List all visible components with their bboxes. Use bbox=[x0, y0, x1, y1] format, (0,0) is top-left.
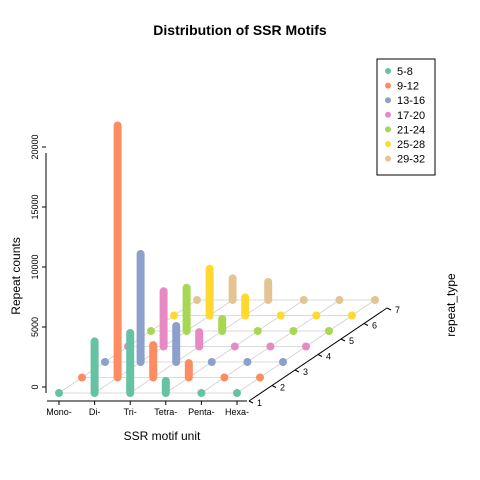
legend-marker bbox=[385, 111, 391, 118]
point-17-20-Hexa- bbox=[302, 342, 310, 351]
point-13-16-Hexa- bbox=[279, 358, 287, 366]
point-9-12-Penta- bbox=[220, 373, 229, 382]
point-13-16-Mono- bbox=[101, 358, 109, 366]
y-tick-label: 0 bbox=[30, 384, 40, 389]
depth-tick bbox=[386, 307, 392, 311]
axes: Mono- Di- Tri- Tetra- Penta- Hexa- 1 2 3 4 5 6 7 0 500… bbox=[30, 134, 400, 417]
point-29-32-Tetra- bbox=[299, 296, 308, 304]
legend-marker bbox=[385, 82, 391, 89]
point-17-20-Penta- bbox=[266, 342, 275, 351]
depth-tick-label: 7 bbox=[395, 305, 400, 315]
point-25-28-Tetra- bbox=[276, 311, 285, 320]
point-29-32-Mono- bbox=[193, 296, 201, 304]
chart-title: Distribution of SSR Motifs bbox=[153, 22, 327, 38]
point-21-24-Mono- bbox=[147, 327, 155, 335]
point-13-16-Penta- bbox=[243, 358, 252, 366]
legend-marker bbox=[385, 97, 391, 104]
point-5-8-Penta- bbox=[197, 389, 206, 397]
legend-marker bbox=[385, 155, 391, 162]
legend-label: 29-32 bbox=[397, 154, 425, 166]
depth-tick-label: 3 bbox=[303, 367, 308, 377]
x-tick-label: Tri- bbox=[124, 407, 137, 417]
data-marks bbox=[55, 121, 379, 397]
x-tick-label: Mono- bbox=[46, 407, 72, 417]
point-29-32-Penta- bbox=[335, 296, 344, 304]
depth-tick bbox=[340, 338, 346, 342]
point-17-20-Tetra- bbox=[230, 342, 239, 351]
x-tick-label: Penta- bbox=[188, 407, 215, 417]
depth-tick-label: 6 bbox=[372, 321, 377, 331]
depth-tick-label: 4 bbox=[326, 352, 331, 362]
point-5-8-Mono- bbox=[55, 389, 63, 397]
legend-label: 25-28 bbox=[397, 139, 425, 151]
legend-label: 9-12 bbox=[397, 81, 419, 93]
point-21-24-Hexa- bbox=[325, 327, 333, 335]
grid bbox=[58, 299, 376, 394]
point-9-12-Hexa- bbox=[256, 373, 264, 382]
point-21-24-Tetra- bbox=[253, 327, 262, 335]
point-21-24-Penta- bbox=[289, 327, 298, 335]
y-tick-label: 5000 bbox=[30, 317, 40, 337]
legend-marker bbox=[385, 141, 391, 147]
legend: 5-8 9-12 13-16 17-20 21-24 25-28 29-32 bbox=[376, 58, 436, 176]
point-13-16-Tetra- bbox=[207, 358, 216, 366]
x-axis-label: SSR motif unit bbox=[124, 429, 201, 443]
y-tick-label: 10000 bbox=[30, 254, 40, 279]
depth-tick-label: 5 bbox=[349, 336, 354, 346]
legend-label: 21-24 bbox=[397, 124, 425, 136]
depth-tick bbox=[317, 354, 323, 357]
x-tick-label: Di- bbox=[89, 407, 101, 417]
legend-marker bbox=[385, 126, 391, 133]
legend-marker bbox=[385, 68, 391, 74]
legend-label: 17-20 bbox=[397, 110, 425, 122]
point-5-8-Hexa- bbox=[233, 389, 241, 397]
depth-tick bbox=[294, 369, 300, 373]
point-25-28-Penta- bbox=[312, 311, 321, 320]
point-25-28-Hexa- bbox=[348, 311, 356, 320]
point-9-12-Mono- bbox=[78, 373, 86, 382]
y-axis-label: Repeat counts bbox=[9, 237, 23, 314]
depth-tick-label: 2 bbox=[280, 383, 285, 393]
depth-tick bbox=[248, 400, 254, 404]
y-tick-label: 20000 bbox=[30, 134, 40, 159]
x-tick-label: Hexa- bbox=[225, 407, 249, 417]
legend-label: 13-16 bbox=[397, 95, 425, 107]
y-tick-label: 15000 bbox=[30, 194, 40, 219]
depth-tick bbox=[363, 323, 369, 326]
point-29-32-Hexa- bbox=[371, 296, 379, 304]
depth-tick-label: 1 bbox=[257, 398, 262, 408]
depth-tick bbox=[271, 385, 277, 388]
x-tick-label: Tetra- bbox=[154, 407, 177, 417]
z-axis-label: repeat_type bbox=[444, 273, 458, 337]
point-25-28-Mono- bbox=[170, 311, 178, 320]
legend-label: 5-8 bbox=[397, 66, 413, 78]
